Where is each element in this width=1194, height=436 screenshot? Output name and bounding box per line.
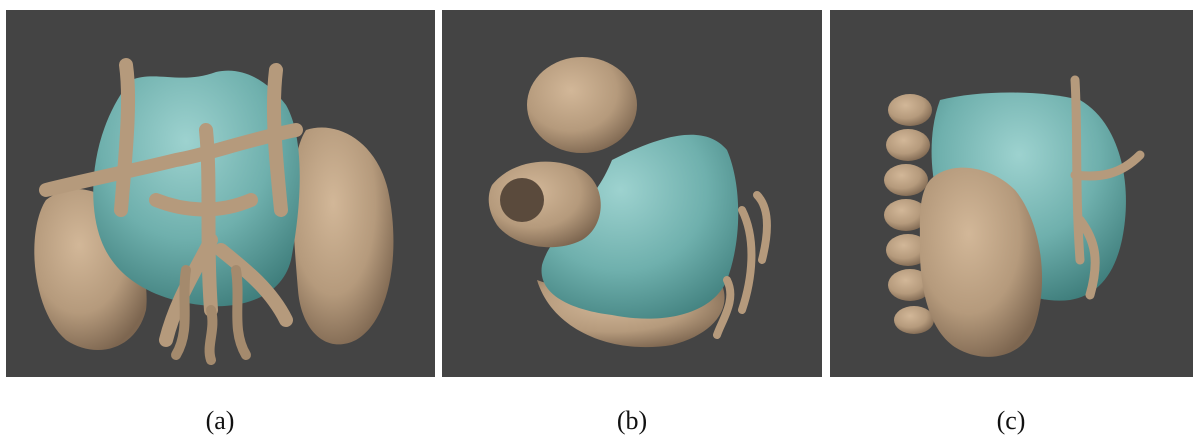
vertebral-canal — [500, 178, 544, 222]
tumor-mass — [541, 134, 739, 319]
rendering-oblique-view — [488, 57, 771, 348]
rendering-frontal-view — [34, 58, 394, 365]
caption-b: (b) — [616, 406, 648, 435]
vessel-branches — [171, 265, 251, 365]
rendering-lateral-view — [884, 75, 1145, 357]
vascular-structures — [1070, 75, 1145, 300]
right-kidney — [293, 127, 394, 345]
caption-c: (c) — [996, 406, 1026, 435]
render-panel-a — [6, 10, 435, 377]
upper-organ — [527, 57, 637, 153]
render-panel-c — [830, 10, 1193, 377]
caption-a: (a) — [205, 406, 235, 435]
tumor-mass — [93, 70, 300, 307]
spine-column — [884, 94, 934, 334]
render-panel-b — [442, 10, 822, 377]
vascular-structures — [713, 191, 771, 339]
kidney — [919, 167, 1043, 357]
